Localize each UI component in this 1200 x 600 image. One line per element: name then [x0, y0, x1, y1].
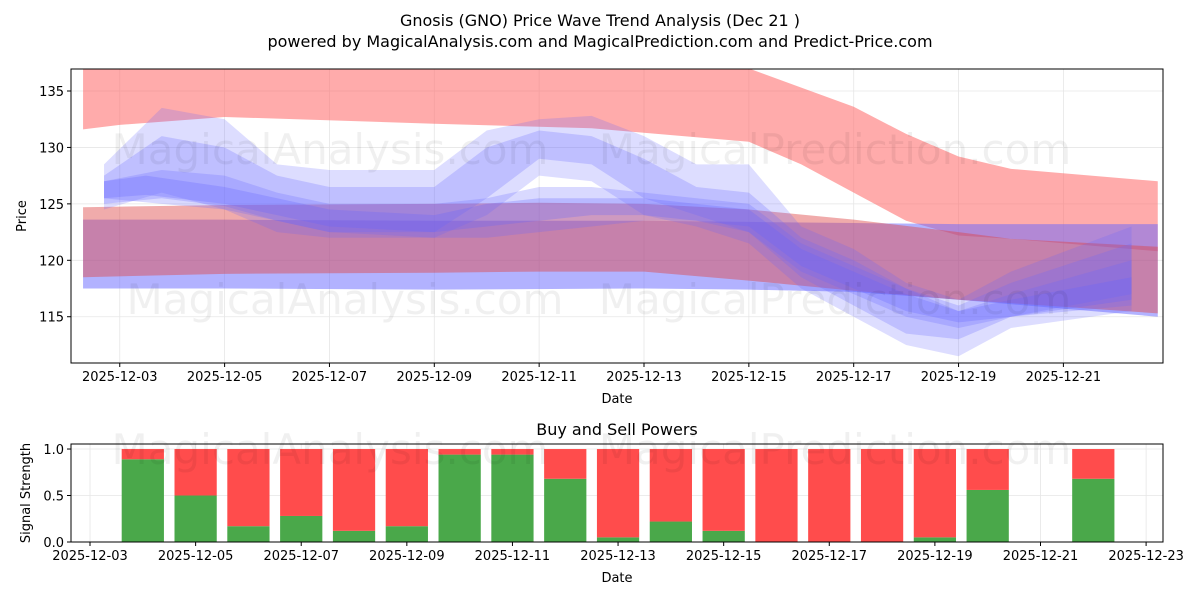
chart-subtitle: powered by MagicalAnalysis.com and Magic…: [267, 32, 932, 51]
top-x-tick-label: 2025-12-09: [397, 370, 473, 385]
watermark-text: MagicalAnalysis.com: [127, 275, 564, 324]
top-x-tick-label: 2025-12-05: [187, 370, 263, 385]
price-band-0: [83, 69, 1158, 252]
bottom-axes-frame: [70, 443, 1164, 543]
bottom-x-tick-label: 2025-12-09: [369, 549, 445, 564]
sell-bar: [1072, 449, 1115, 479]
top-y-label: Price: [15, 200, 30, 232]
sell-bar: [227, 449, 270, 527]
price-band-6: [104, 175, 1132, 323]
top-x-label: Date: [601, 392, 632, 407]
bottom-y-tick-label: 1.0: [43, 443, 64, 458]
bottom-title: Buy and Sell Powers: [536, 420, 698, 439]
top-x-tick-label: 2025-12-21: [1026, 370, 1102, 385]
top-axes-frame: [70, 68, 1164, 364]
buy-bar: [596, 537, 640, 542]
bottom-x-tick-label: 2025-12-23: [1108, 549, 1184, 564]
chart-title: Gnosis (GNO) Price Wave Trend Analysis (…: [400, 11, 800, 30]
buy-bar: [385, 526, 428, 542]
watermark-text: MagicalPrediction.com: [599, 425, 1072, 474]
buy-bar: [966, 489, 1009, 542]
price-band-2: [83, 202, 1158, 314]
sell-bar: [808, 449, 851, 542]
sell-bar: [121, 449, 164, 460]
sell-bar: [860, 449, 904, 542]
sell-bar: [174, 449, 217, 496]
sell-bar: [332, 449, 376, 531]
price-bands: [83, 69, 1158, 357]
top-x-tick-label: 2025-12-07: [292, 370, 368, 385]
price-band-5: [104, 170, 1132, 329]
bottom-x-label: Date: [601, 571, 632, 586]
bottom-y-tick-label: 0.0: [43, 536, 64, 551]
price-band-1: [83, 219, 1158, 317]
bottom-x-tick-label: 2025-12-05: [158, 549, 234, 564]
watermark-text: MagicalPrediction.com: [599, 275, 1072, 324]
price-band-3: [104, 107, 1132, 357]
buy-bar: [227, 526, 270, 542]
top-x-tick-label: 2025-12-17: [816, 370, 892, 385]
watermark-text: MagicalPrediction.com: [599, 125, 1072, 174]
buy-bar: [491, 454, 534, 542]
top-x-tick-label: 2025-12-11: [501, 370, 577, 385]
bottom-x-tick-label: 2025-12-03: [52, 549, 128, 564]
sell-bar: [966, 449, 1009, 490]
sell-bar: [702, 449, 745, 531]
top-y-tick-label: 125: [39, 198, 64, 213]
bottom-x-tick-label: 2025-12-17: [791, 549, 867, 564]
bottom-x-tick-label: 2025-12-13: [580, 549, 656, 564]
top-x-tick-label: 2025-12-19: [921, 370, 997, 385]
top-y-tick-label: 120: [39, 254, 64, 269]
bottom-y-label: Signal Strength: [19, 443, 34, 543]
watermark-text: MagicalAnalysis.com: [112, 125, 549, 174]
bottom-y-tick-label: 0.5: [43, 490, 64, 505]
top-x-tick-label: 2025-12-13: [606, 370, 682, 385]
buy-bar: [649, 521, 692, 542]
buy-bar: [174, 495, 217, 542]
buy-bar: [1072, 478, 1115, 542]
top-y-tick-label: 115: [39, 311, 64, 326]
sell-bar: [755, 449, 798, 542]
sell-bar: [280, 449, 323, 516]
price-band-4: [104, 130, 1132, 340]
sell-bar: [491, 449, 534, 455]
sell-bar: [438, 449, 481, 455]
bottom-x-tick-label: 2025-12-11: [475, 549, 551, 564]
top-y-tick-label: 130: [39, 141, 64, 156]
bottom-x-tick-label: 2025-12-15: [686, 549, 762, 564]
sell-bar: [913, 449, 957, 538]
top-x-tick-label: 2025-12-03: [82, 370, 158, 385]
buy-bar: [913, 537, 957, 542]
bottom-x-tick-label: 2025-12-19: [897, 549, 973, 564]
sell-bar: [385, 449, 428, 527]
buy-bar: [280, 515, 323, 542]
top-x-tick-label: 2025-12-15: [711, 370, 787, 385]
bottom-x-tick-label: 2025-12-21: [1003, 549, 1079, 564]
sell-bar: [544, 449, 587, 479]
watermark-text: MagicalAnalysis.com: [112, 425, 549, 474]
sell-bar: [596, 449, 640, 538]
top-y-tick-label: 135: [39, 85, 64, 100]
sell-bar: [649, 449, 692, 522]
buy-bar: [544, 478, 587, 542]
buy-bar: [332, 530, 376, 542]
buy-bar: [121, 459, 164, 542]
buy-bar: [438, 454, 481, 542]
bottom-x-tick-label: 2025-12-07: [263, 549, 339, 564]
buy-bar: [702, 530, 745, 542]
